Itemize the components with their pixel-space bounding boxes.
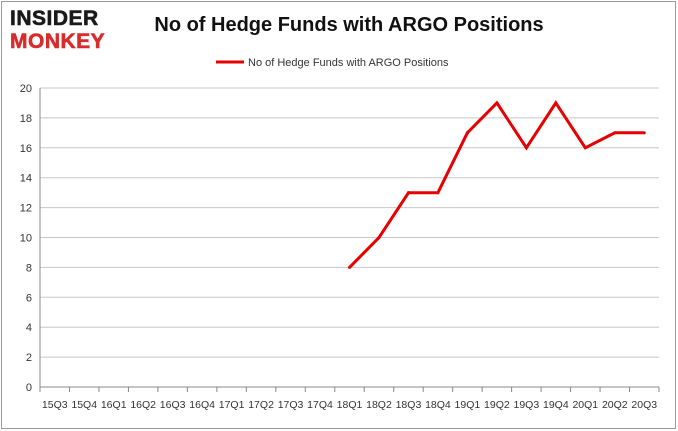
x-tick-label: 18Q4	[425, 399, 451, 411]
y-tick-label: 2	[26, 352, 32, 364]
logo-line-2: MONKEY	[10, 30, 106, 53]
data-point	[465, 131, 469, 135]
y-tick-label: 18	[20, 113, 32, 125]
data-point	[613, 131, 617, 135]
data-point	[436, 191, 440, 195]
chart-title: No of Hedge Funds with ARGO Positions	[154, 14, 544, 36]
data-point	[554, 101, 558, 105]
x-tick-label: 16Q3	[160, 399, 186, 411]
x-tick-label: 17Q2	[248, 399, 274, 411]
data-point	[406, 191, 410, 195]
y-tick-label: 20	[20, 83, 32, 95]
y-tick-label: 4	[26, 322, 32, 334]
x-tick-label: 19Q1	[455, 399, 481, 411]
insider-monkey-logo: INSIDER MONKEY	[10, 7, 128, 54]
x-tick-label: 16Q1	[101, 399, 127, 411]
y-tick-label: 14	[20, 173, 32, 185]
y-tick-label: 10	[20, 233, 32, 245]
x-tick-label: 15Q4	[71, 399, 97, 411]
data-point	[377, 236, 381, 239]
x-tick-label: 20Q1	[572, 399, 598, 411]
series-line	[348, 100, 645, 269]
y-tick-label: 8	[26, 262, 32, 274]
data-point	[348, 265, 351, 269]
x-tick-label: 17Q4	[307, 399, 333, 411]
data-point	[495, 101, 499, 105]
y-tick-label: 6	[26, 292, 32, 304]
x-tick-label: 19Q3	[514, 399, 540, 411]
y-tick-label: 0	[26, 382, 32, 394]
data-point	[583, 146, 587, 150]
data-point	[642, 131, 646, 135]
x-tick-label: 18Q1	[337, 399, 363, 411]
x-tick-label: 18Q2	[366, 399, 392, 411]
x-tick-label: 20Q2	[602, 399, 628, 411]
x-tick-label: 15Q3	[42, 399, 68, 411]
x-tick-label: 16Q2	[130, 399, 156, 411]
legend-label: No of Hedge Funds with ARGO Positions	[248, 57, 449, 69]
x-tick-label: 18Q3	[396, 399, 422, 411]
data-point	[524, 146, 528, 150]
y-tick-label: 16	[20, 143, 32, 155]
logo-line-1: INSIDER	[10, 7, 99, 30]
x-tick-label: 19Q2	[484, 399, 510, 411]
x-tick-label: 20Q3	[631, 399, 657, 411]
x-tick-label: 16Q4	[189, 399, 215, 411]
y-tick-label: 12	[20, 203, 32, 215]
x-tick-label: 19Q4	[543, 399, 569, 411]
x-tick-label: 17Q3	[278, 399, 304, 411]
x-tick-label: 17Q1	[219, 399, 245, 411]
